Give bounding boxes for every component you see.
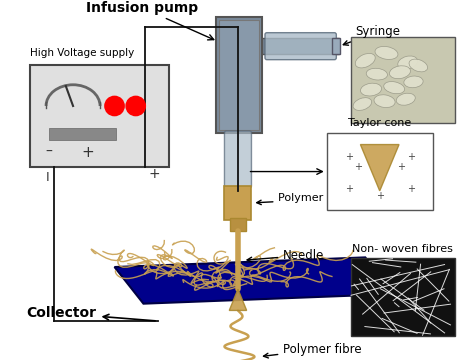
- Ellipse shape: [375, 47, 398, 60]
- Ellipse shape: [398, 56, 418, 69]
- Bar: [30, 65, 170, 167]
- FancyBboxPatch shape: [265, 33, 337, 60]
- Text: Syringe: Syringe: [343, 25, 401, 45]
- Ellipse shape: [353, 98, 372, 110]
- Text: +: +: [345, 152, 353, 162]
- Bar: [216, 17, 262, 133]
- Bar: [327, 133, 433, 210]
- Text: +: +: [81, 145, 94, 160]
- Ellipse shape: [396, 93, 415, 105]
- Text: +: +: [407, 184, 415, 194]
- Text: Needle: Needle: [247, 249, 325, 262]
- Text: +: +: [148, 167, 160, 181]
- Ellipse shape: [361, 83, 382, 96]
- Bar: [219, 20, 259, 130]
- Bar: [262, 39, 339, 54]
- Text: +: +: [355, 162, 363, 172]
- Text: +: +: [345, 184, 353, 194]
- Text: –: –: [46, 145, 53, 159]
- Text: Taylor cone: Taylor cone: [348, 118, 411, 128]
- Ellipse shape: [356, 53, 375, 68]
- Text: I: I: [46, 171, 50, 184]
- Text: High Voltage supply: High Voltage supply: [30, 48, 134, 58]
- Ellipse shape: [390, 66, 410, 79]
- Polygon shape: [229, 289, 246, 310]
- Ellipse shape: [409, 59, 428, 72]
- Ellipse shape: [366, 68, 387, 80]
- Text: Polymer solution of silk: Polymer solution of silk: [257, 193, 408, 205]
- Bar: [351, 36, 455, 123]
- Bar: [225, 186, 252, 220]
- Bar: [49, 128, 117, 140]
- Circle shape: [126, 96, 146, 116]
- Polygon shape: [115, 257, 394, 304]
- Bar: [332, 39, 340, 54]
- Text: +: +: [376, 191, 384, 201]
- Text: Infusion pump: Infusion pump: [86, 1, 214, 40]
- Ellipse shape: [384, 82, 405, 94]
- Ellipse shape: [404, 76, 423, 88]
- Text: Polymer fibre: Polymer fibre: [264, 343, 362, 358]
- Bar: [230, 218, 246, 231]
- Polygon shape: [360, 144, 399, 191]
- FancyBboxPatch shape: [225, 131, 252, 188]
- Text: Non- woven fibres: Non- woven fibres: [353, 244, 453, 253]
- Text: Collector: Collector: [26, 306, 155, 321]
- Ellipse shape: [374, 95, 395, 108]
- Text: +: +: [397, 162, 405, 172]
- Bar: [351, 258, 455, 335]
- Text: +: +: [407, 152, 415, 162]
- Circle shape: [105, 96, 124, 116]
